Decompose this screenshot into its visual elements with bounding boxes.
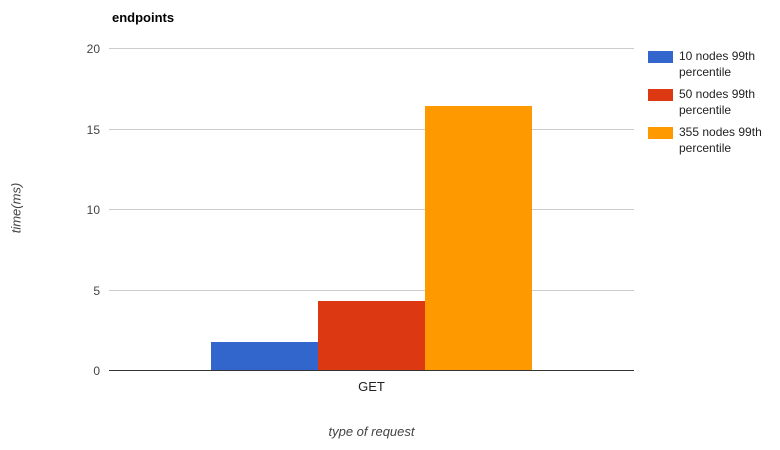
y-tick-label-15: 15 xyxy=(86,122,100,137)
bar-10-nodes[interactable] xyxy=(211,341,318,370)
x-axis-title: type of request xyxy=(328,424,415,439)
y-tick-label-5: 5 xyxy=(93,283,100,298)
gridline-5 xyxy=(109,289,634,291)
bar-50-nodes[interactable] xyxy=(318,300,425,370)
legend-swatch-icon xyxy=(648,127,673,139)
chart-title: endpoints xyxy=(112,10,175,25)
legend-swatch-icon xyxy=(648,51,673,63)
legend: 10 nodes 99th percentile 50 nodes 99th pe… xyxy=(648,48,778,162)
plot-area xyxy=(109,48,634,371)
legend-item-2: 355 nodes 99th percentile xyxy=(648,124,778,156)
legend-label: 355 nodes 99th percentile xyxy=(679,125,762,155)
x-category-label: GET xyxy=(358,379,385,394)
legend-item-1: 50 nodes 99th percentile xyxy=(648,86,778,118)
y-tick-label-0: 0 xyxy=(93,364,100,378)
legend-item-0: 10 nodes 99th percentile xyxy=(648,48,778,80)
legend-swatch-icon xyxy=(648,89,673,101)
legend-label: 10 nodes 99th percentile xyxy=(679,49,756,79)
bar-355-nodes[interactable] xyxy=(425,105,532,370)
y-tick-label-20: 20 xyxy=(86,42,100,56)
gridline-15 xyxy=(109,128,634,130)
x-axis-baseline xyxy=(109,370,634,371)
y-tick-label-10: 10 xyxy=(86,203,100,217)
legend-label: 50 nodes 99th percentile xyxy=(679,87,756,117)
gridline-10 xyxy=(109,209,634,210)
gridline-20 xyxy=(109,48,634,49)
